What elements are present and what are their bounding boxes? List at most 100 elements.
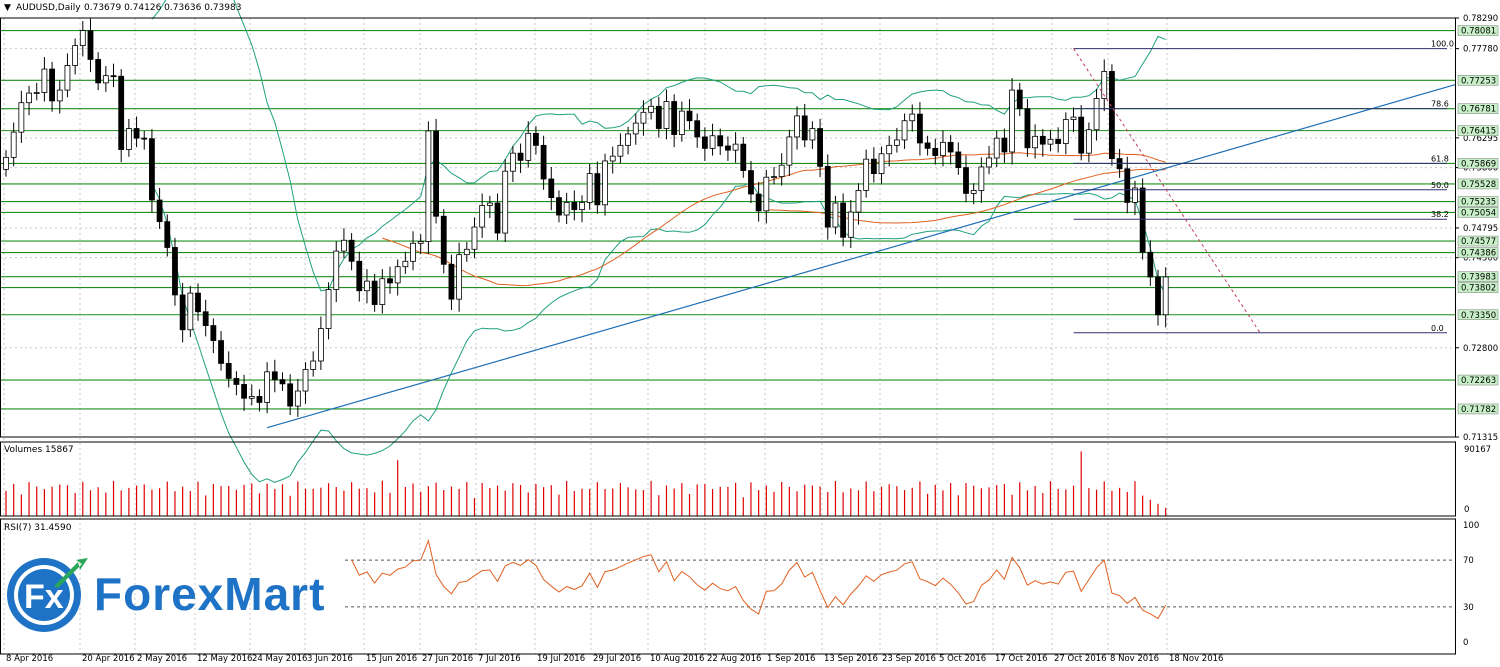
candle-body	[248, 396, 255, 399]
candle-body	[663, 101, 670, 129]
candlesticks	[3, 18, 1169, 417]
chart-header: ▼ AUDUSD,Daily 0.73679 0.74126 0.73636 0…	[4, 3, 241, 13]
candle-body	[717, 135, 724, 147]
fib-level-label: 0.0	[1431, 324, 1444, 333]
candle-body	[387, 278, 393, 284]
candle-body	[755, 193, 762, 212]
sr-price-label: 0.75054	[1461, 208, 1496, 218]
candle-body	[233, 378, 240, 385]
candle-body	[410, 242, 416, 262]
candle-body	[801, 115, 808, 141]
price-panel-frame	[0, 17, 1456, 438]
x-tick-label: 24 May 2016	[252, 654, 307, 664]
candle-body	[671, 101, 678, 135]
candle-body	[18, 102, 25, 133]
candle-body	[893, 139, 900, 146]
candle-body	[1147, 251, 1154, 278]
candle-body	[1162, 276, 1169, 316]
candle-body	[632, 122, 639, 135]
sr-price-label: 0.74386	[1461, 249, 1496, 259]
sr-price-label: 0.72263	[1461, 376, 1496, 386]
fibonacci-levels: 100.0 78.6 61.8 50.0 38.2 0.0	[1073, 40, 1454, 334]
sr-price-label: 0.78081	[1461, 27, 1496, 37]
sr-price-tag	[1457, 207, 1499, 218]
volumes-label: Volumes 15867	[4, 445, 74, 455]
candle-body	[986, 157, 992, 168]
candle-body	[494, 202, 501, 234]
sr-price-tag	[1457, 374, 1499, 386]
x-tick-label: 3 Jun 2016	[307, 654, 353, 664]
rsi-panel	[345, 539, 1455, 620]
candle-body	[364, 280, 370, 292]
fib-level-label: 38.2	[1431, 210, 1449, 219]
header-arrow-icon: ▼	[4, 3, 11, 13]
svg-text:Fx: Fx	[24, 578, 64, 616]
x-tick-label: 8 Apr 2016	[6, 654, 53, 664]
candle-body	[847, 211, 854, 238]
candle-body	[417, 241, 424, 244]
rsi-label: RSI(7) 31.4590	[4, 523, 72, 533]
candle-body	[341, 239, 347, 252]
sr-price-tag	[1457, 309, 1499, 321]
logo-word-forex: Forex	[94, 568, 225, 620]
candle-body	[448, 263, 455, 300]
header-symbol: AUDUSD,Daily	[16, 3, 81, 13]
y-tick-label: 0.74795	[1463, 224, 1498, 234]
fib-level-label: 61.8	[1431, 154, 1449, 163]
x-tick-label: 18 Nov 2016	[1169, 654, 1223, 664]
candle-body	[64, 65, 71, 91]
fx-logo-icon: Fx	[7, 558, 88, 632]
candle-body	[479, 205, 486, 228]
candle-body	[1032, 135, 1039, 149]
sr-price-tag	[1457, 125, 1499, 136]
y-tick-label: 0.74300	[1463, 254, 1498, 264]
x-tick-label: 13 Sep 2016	[824, 654, 878, 664]
candle-body	[1155, 276, 1161, 316]
x-tick-label: 7 Jul 2016	[478, 654, 521, 664]
candle-body	[187, 292, 194, 331]
candle-body	[310, 360, 317, 370]
logo-wordmark: ForexMart	[94, 566, 325, 622]
y-tick-label: 0.77780	[1463, 45, 1498, 55]
candle-body	[356, 260, 363, 292]
candle-body	[164, 221, 171, 248]
sr-price-label: 0.73350	[1461, 311, 1496, 321]
candle-body	[809, 128, 816, 141]
indicator-lines	[151, 0, 1456, 483]
candle-body	[955, 151, 962, 168]
volumes-min-label: 0	[1464, 505, 1469, 515]
rsi-level-label: 30	[1463, 603, 1474, 613]
candle-body	[617, 144, 624, 157]
candle-body	[763, 176, 770, 212]
fib-level-label: 50.0	[1431, 181, 1449, 190]
y-tick-label: 0.72800	[1463, 344, 1498, 354]
sr-price-label: 0.73802	[1461, 284, 1496, 294]
candle-body	[940, 141, 946, 156]
x-tick-label: 15 Jun 2016	[366, 654, 417, 664]
sr-price-tag	[1457, 235, 1499, 247]
candle-body	[579, 202, 585, 211]
candle-body	[210, 325, 217, 341]
candle-body	[95, 59, 102, 84]
candle-body	[786, 136, 793, 166]
x-tick-label: 20 Apr 2016	[82, 654, 135, 664]
candle-body	[133, 128, 140, 139]
sr-price-label: 0.75235	[1461, 198, 1496, 208]
rsi-level-label: 100	[1463, 521, 1479, 531]
candle-body	[172, 247, 178, 296]
candle-body	[440, 215, 447, 265]
sr-price-label: 0.76781	[1461, 105, 1496, 115]
candle-body	[1039, 135, 1046, 145]
candle-body	[686, 110, 693, 122]
sr-price-tag	[1457, 158, 1499, 169]
candle-body	[863, 158, 870, 191]
candle-body	[241, 384, 247, 399]
candle-body	[264, 371, 271, 403]
candle-body	[701, 136, 708, 149]
fib-level-label: 100.0	[1431, 40, 1454, 49]
sr-price-tag	[1457, 103, 1499, 114]
fib-level-label: 78.6	[1431, 100, 1449, 109]
candle-body	[1078, 116, 1085, 154]
candle-body	[287, 383, 294, 407]
